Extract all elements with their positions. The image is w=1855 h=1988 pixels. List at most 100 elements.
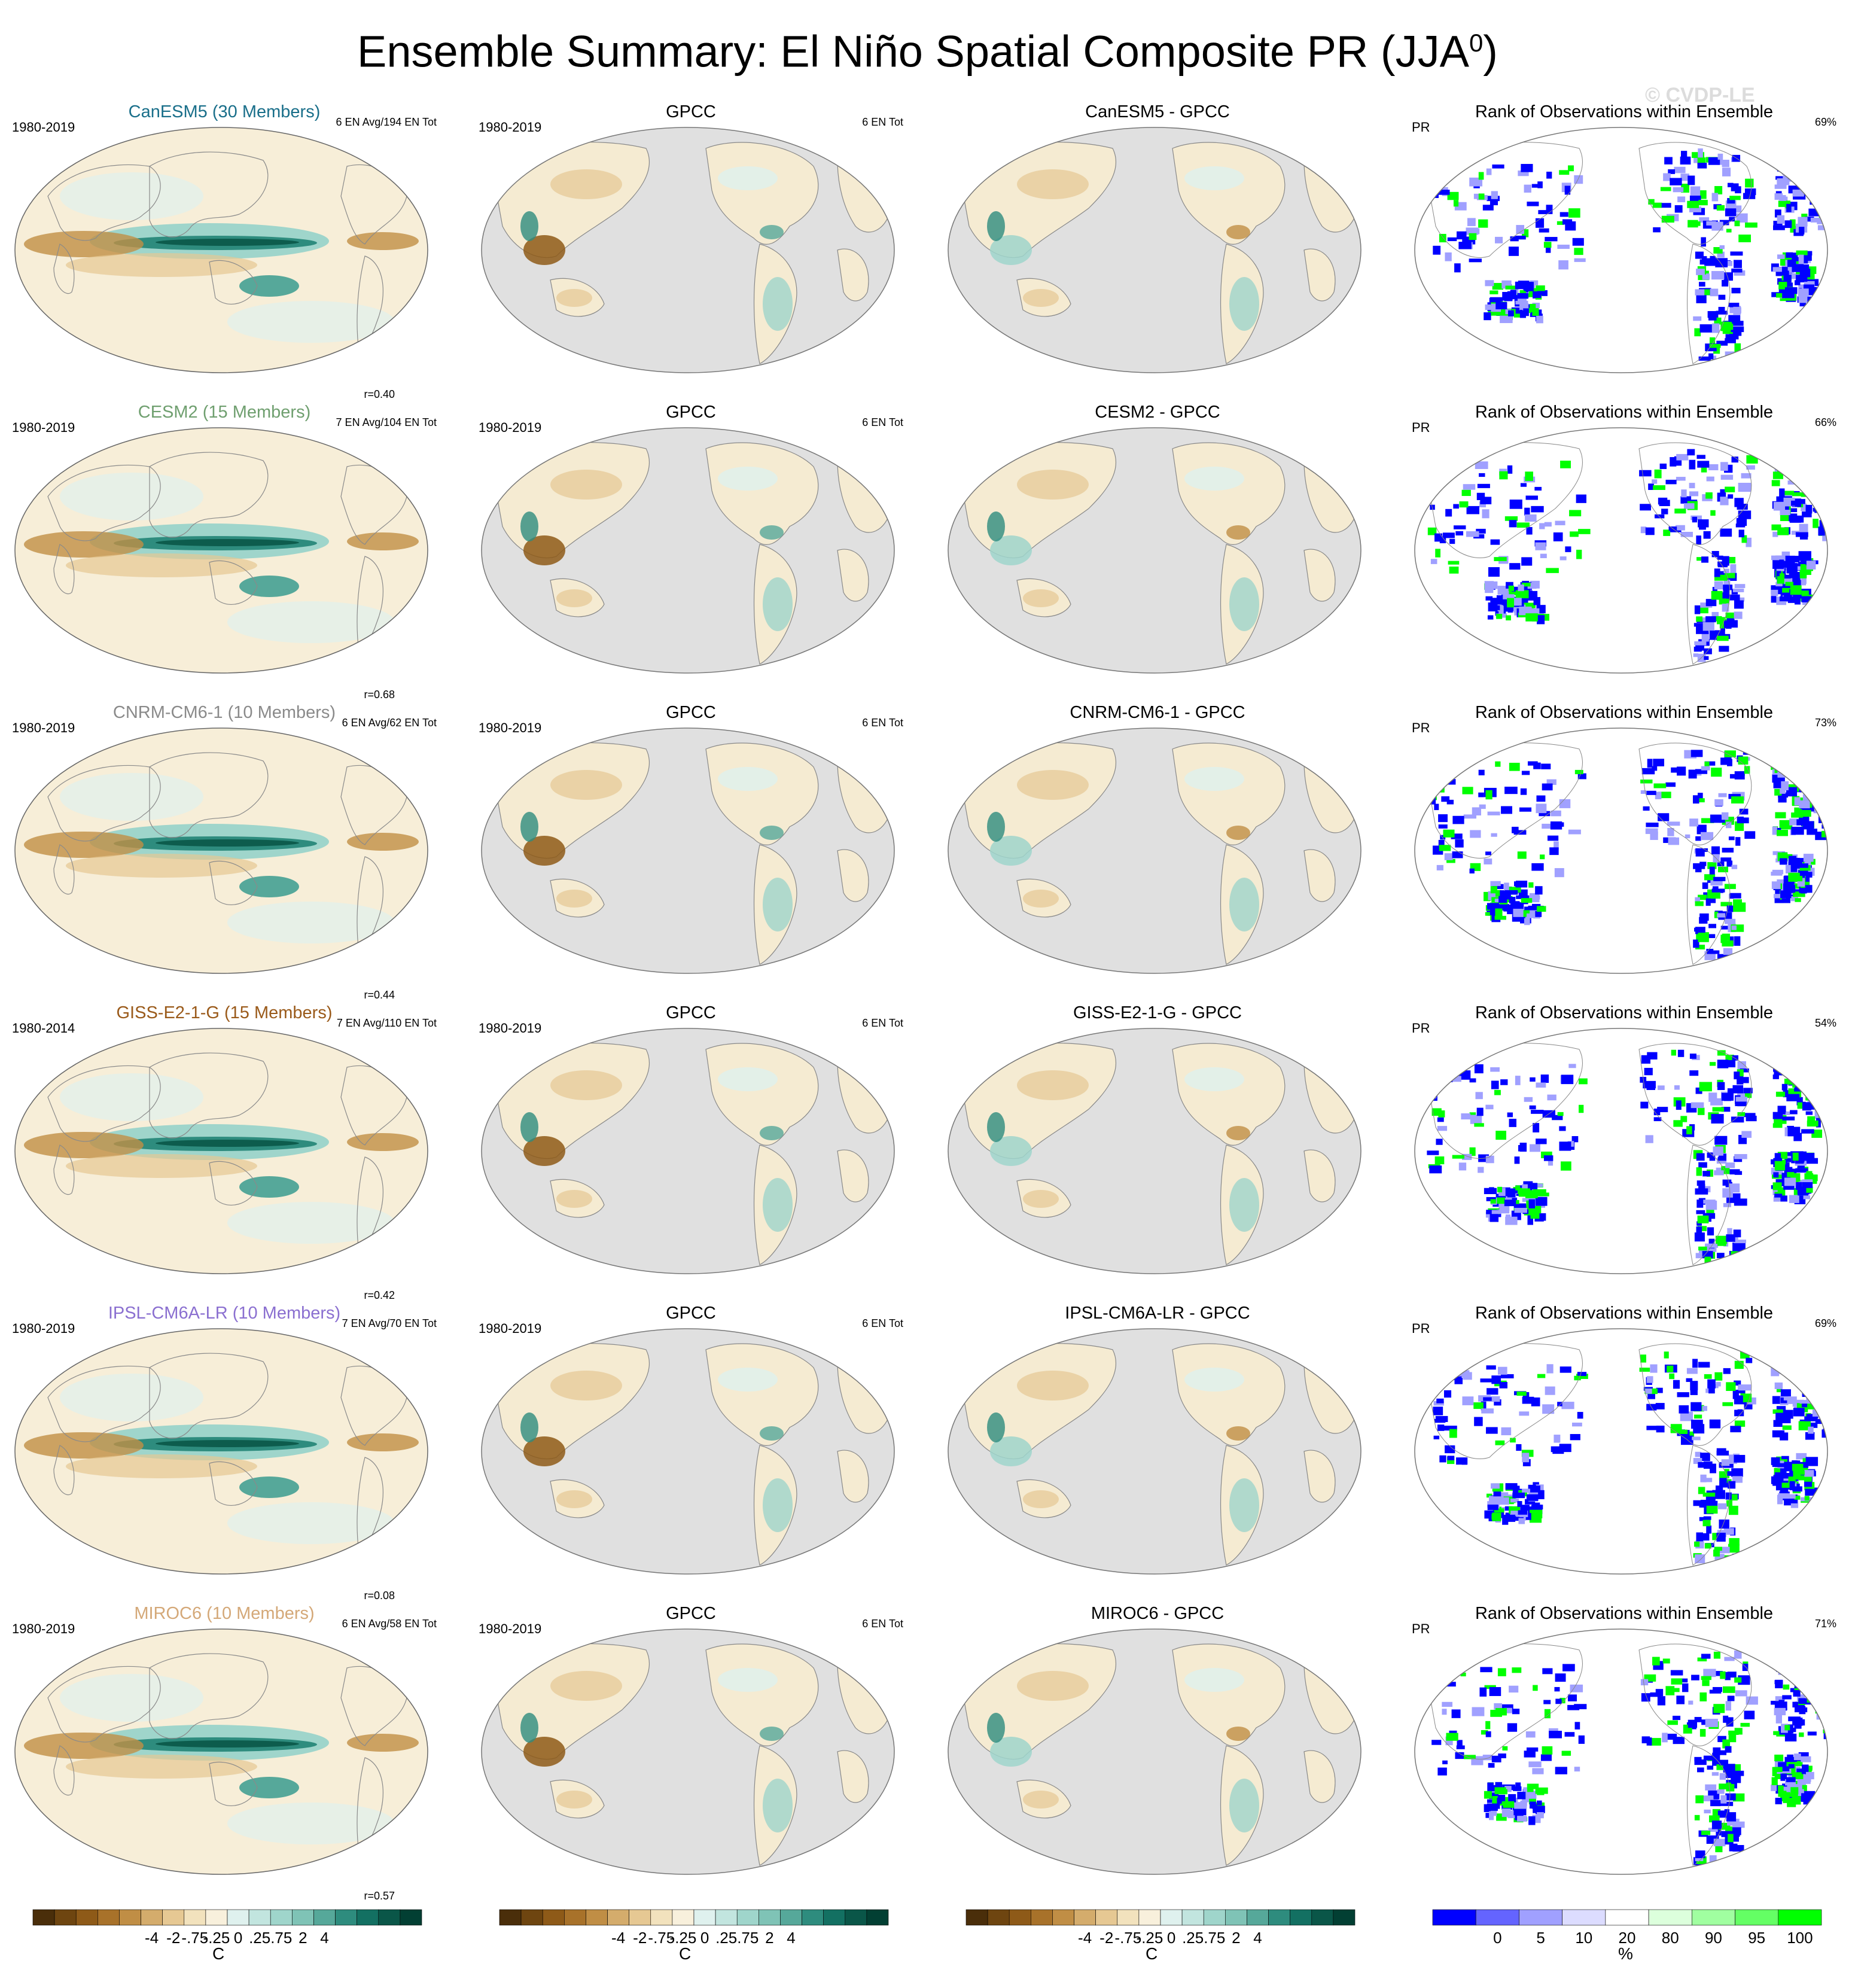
correlation-label: r=0.57 [364, 1890, 395, 1902]
colorbar-swatch [823, 1909, 846, 1926]
colorbar-swatch [1333, 1909, 1356, 1926]
panel-title: GPCC [666, 1003, 716, 1022]
colorbar-swatch [520, 1909, 543, 1926]
colorbar-swatch [736, 1909, 759, 1926]
rank-percent-label: 54% [1814, 1017, 1836, 1029]
colorbar-swatch [1074, 1909, 1096, 1926]
colorbar-swatch [1735, 1909, 1779, 1926]
colorbar-swatch [629, 1909, 651, 1926]
diff-panel: CNRM-CM6-1 - GPCC [939, 701, 1376, 994]
figure-title: Ensemble Summary: El Niño Spatial Compos… [357, 26, 1498, 77]
colorbar-swatch [1160, 1909, 1183, 1926]
obs-map [481, 1328, 895, 1575]
panel-title: GPCC [666, 403, 716, 422]
diff-panel: MIROC6 - GPCC [939, 1602, 1376, 1895]
panel-title: Rank of Observations within Ensemble [1475, 1003, 1774, 1022]
colorbar-tick-label: -.75 [1114, 1929, 1141, 1947]
colorbar-tick-label: 0 [1493, 1929, 1501, 1947]
colorbar-tick-label: -.25 [1137, 1929, 1163, 1947]
diff-panel: IPSL-CM6A-LR - GPCC [939, 1302, 1376, 1595]
obs-map [481, 1628, 895, 1875]
colorbar-tick-label: 2 [1232, 1929, 1240, 1947]
variable-label: PR [1412, 1621, 1430, 1636]
colorbar-diff: -4 -2 -.75 -.25 0 .25.75 2 4 C [963, 1908, 1382, 1963]
colorbar-tick-label: -2 [633, 1929, 647, 1947]
period-label: 1980-2014 [12, 1021, 75, 1036]
model-panel: CNRM-CM6-1 (10 Members) 1980-2019 6 EN Avg… [6, 701, 443, 1001]
model-map [14, 127, 428, 373]
colorbar-swatch [1311, 1909, 1334, 1926]
rank-map [1414, 427, 1828, 674]
colorbar-swatch [693, 1909, 716, 1926]
colorbar-tick-label: 0 [234, 1929, 242, 1947]
colorbar-swatch [378, 1909, 401, 1926]
model-map [14, 1028, 428, 1274]
model-panel: CESM2 (15 Members) 1980-2019 7 EN Avg/104 … [6, 401, 443, 701]
diff-panel: CanESM5 - GPCC [939, 101, 1376, 394]
obs-panel: GPCC 1980-2019 6 EN Tot [473, 401, 909, 694]
colorbar-unit: C [679, 1944, 692, 1963]
variable-label: PR [1412, 1021, 1430, 1036]
colorbar-swatch [1247, 1909, 1269, 1926]
model-map [14, 727, 428, 974]
period-label: 1980-2019 [12, 420, 75, 435]
colorbar-swatch [1052, 1909, 1074, 1926]
obs-map [481, 1028, 895, 1274]
colorbar-swatch [162, 1909, 185, 1926]
colorbar-swatch [1095, 1909, 1118, 1926]
colorbar-tick-label: 2 [765, 1929, 773, 1947]
colorbar-tick-label: .25 [715, 1929, 737, 1947]
difference-map [948, 127, 1361, 373]
period-label: 1980-2019 [479, 1621, 542, 1636]
obs-panel: GPCC 1980-2019 6 EN Tot [473, 701, 909, 994]
rank-percent-label: 71% [1814, 1618, 1836, 1630]
period-label: 1980-2019 [479, 1321, 542, 1336]
obs-map [481, 727, 895, 974]
colorbar-tick-label: -.75 [181, 1929, 208, 1947]
en-count-label: 7 EN Avg/70 EN Tot [342, 1317, 437, 1329]
variable-label: PR [1412, 1321, 1430, 1336]
colorbar-swatch [248, 1909, 271, 1926]
colorbar-tick-label: 0 [700, 1929, 709, 1947]
colorbar-swatch [987, 1909, 1010, 1926]
rank-panel: Rank of Observations within Ensemble PR 69… [1406, 1302, 1842, 1595]
colorbar-swatch [54, 1909, 77, 1926]
colorbar-swatch [1181, 1909, 1204, 1926]
en-count-label: 6 EN Tot [862, 1618, 903, 1630]
obs-panel: GPCC 1980-2019 6 EN Tot [473, 101, 909, 394]
colorbar-swatch [400, 1909, 422, 1926]
panel-title: GPCC [666, 703, 716, 722]
colorbar-swatch [1432, 1909, 1476, 1926]
colorbar-swatch [1605, 1909, 1649, 1926]
colorbar-tick-label: 4 [1253, 1929, 1262, 1947]
rank-percent-label: 69% [1814, 116, 1836, 128]
colorbar-swatch [335, 1909, 357, 1926]
period-label: 1980-2019 [12, 720, 75, 735]
colorbar-swatch [542, 1909, 565, 1926]
colorbar-swatch [1138, 1909, 1161, 1926]
rank-panel: Rank of Observations within Ensemble PR 73… [1406, 701, 1842, 994]
colorbar-tick-label: .75 [270, 1929, 292, 1947]
panel-title: CESM2 (15 Members) [138, 403, 311, 422]
model-map [14, 1328, 428, 1575]
colorbar-tick-label: 2 [298, 1929, 307, 1947]
colorbar-swatch [845, 1909, 867, 1926]
colorbar-swatch [715, 1909, 738, 1926]
obs-panel: GPCC 1980-2019 6 EN Tot [473, 1001, 909, 1295]
model-panel: MIROC6 (10 Members) 1980-2019 6 EN Avg/58 … [6, 1602, 443, 1902]
colorbar-tick-label: .75 [737, 1929, 759, 1947]
colorbar-swatch [802, 1909, 824, 1926]
en-count-label: 6 EN Tot [862, 1017, 903, 1029]
watermark: © CVDP-LE [1645, 84, 1755, 106]
colorbar-tick-label: .25 [1182, 1929, 1204, 1947]
rank-map [1414, 727, 1828, 974]
correlation-label: r=0.68 [364, 689, 395, 701]
colorbar-swatch [1203, 1909, 1226, 1926]
colorbar-tick-label: -2 [1099, 1929, 1113, 1947]
en-count-label: 6 EN Avg/194 EN Tot [336, 116, 437, 128]
colorbar-tick-label: 4 [787, 1929, 795, 1947]
colorbar-tick-label: -.75 [648, 1929, 675, 1947]
rank-panel: Rank of Observations within Ensemble PR 54… [1406, 1001, 1842, 1295]
colorbar-swatch [1117, 1909, 1140, 1926]
diff-panel: GISS-E2-1-G - GPCC [939, 1001, 1376, 1295]
